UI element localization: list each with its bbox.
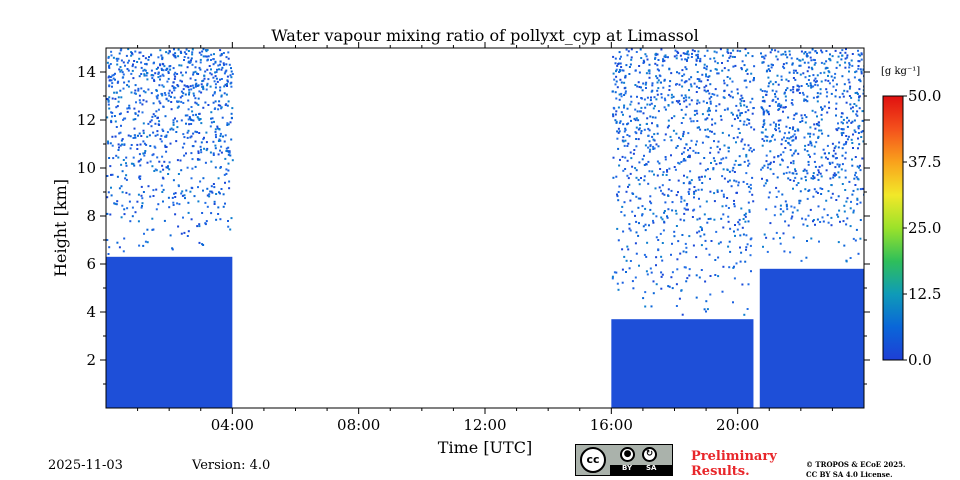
- heatmap-plot-area: [106, 48, 864, 408]
- cc-by-label: BY: [622, 464, 633, 472]
- version-label: Version: 4.0: [192, 458, 271, 473]
- colorbar-tick-label: 50.0: [908, 87, 941, 105]
- cc-sa-label: SA: [646, 464, 657, 472]
- y-tick-label: 6: [86, 255, 96, 273]
- x-axis: 04:00 08:00 12:00 16:00 20:00: [137, 42, 833, 434]
- data-segment-1: [106, 48, 234, 408]
- colorbar-ticks: 0.0 12.5 25.0 37.5 50.0: [903, 87, 941, 369]
- y-tick-label: 10: [77, 159, 96, 177]
- x-tick-label: 08:00: [337, 416, 380, 434]
- x-tick-label: 12:00: [463, 416, 506, 434]
- noise-speckle-segment-2: [611, 48, 756, 316]
- cc-badge-strip: [610, 465, 672, 475]
- x-axis-label: Time [UTC]: [438, 438, 532, 457]
- cc-logo-icon: cc: [580, 447, 606, 473]
- noise-speckle-segment-3: [759, 48, 864, 263]
- colorbar-tick-label: 25.0: [908, 219, 941, 237]
- preliminary-line-1: Preliminary: [691, 449, 777, 464]
- share-alike-icon: ↻: [642, 447, 657, 462]
- license-notice: © TROPOS & ECoE 2025. CC BY SA 4.0 Licen…: [806, 460, 905, 480]
- y-axis-label: Height [km]: [51, 179, 70, 277]
- y-tick-label: 12: [77, 111, 96, 129]
- date-label: 2025-11-03: [48, 458, 123, 473]
- license-line-1: © TROPOS & ECoE 2025.: [806, 460, 906, 469]
- colorbar-unit-label: [g kg⁻¹]: [881, 66, 920, 77]
- x-tick-label: 16:00: [590, 416, 633, 434]
- x-tick-label: 20:00: [716, 416, 759, 434]
- y-axis: 2 4 6 8 10 12 14: [77, 63, 870, 385]
- x-tick-label: 04:00: [211, 416, 254, 434]
- data-segment-2: [611, 48, 756, 408]
- preliminary-line-2: Results.: [691, 464, 750, 479]
- colorbar-tick-label: 37.5: [908, 153, 941, 171]
- noise-speckle-segment-1: [106, 48, 234, 255]
- cc-license-badge[interactable]: cc ● ↻ BY SA: [575, 444, 673, 476]
- data-segment-3: [759, 48, 864, 408]
- colorbar-tick-label: 0.0: [908, 351, 932, 369]
- y-tick-label: 8: [86, 207, 96, 225]
- y-tick-label: 4: [86, 303, 96, 321]
- colorbar-tick-label: 12.5: [908, 285, 941, 303]
- y-tick-label: 2: [86, 351, 96, 369]
- chart-title: Water vapour mixing ratio of pollyxt_cyp…: [271, 26, 698, 45]
- dense-layer-segment-2: [611, 319, 754, 408]
- dense-layer-segment-3: [759, 268, 864, 408]
- preliminary-notice: Preliminary Results.: [691, 449, 777, 479]
- colorbar: [882, 95, 904, 361]
- license-line-2: CC BY SA 4.0 License.: [806, 470, 893, 479]
- dense-layer-segment-1: [106, 256, 233, 408]
- person-icon: ●: [620, 447, 635, 462]
- y-tick-label: 14: [77, 63, 96, 81]
